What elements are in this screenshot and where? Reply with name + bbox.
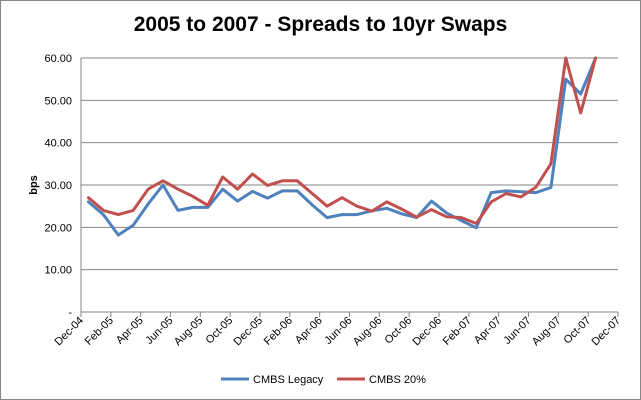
x-tick-label: Oct-06	[382, 315, 414, 347]
y-tick-label: 40.00	[44, 138, 72, 150]
y-tick-label: 60.00	[44, 53, 72, 65]
x-tick-label: Aug-05	[172, 315, 206, 349]
x-tick-label: Jun-07	[501, 315, 533, 347]
x-tick-label: Oct-07	[561, 315, 593, 347]
x-tick-label: Feb-07	[441, 315, 474, 348]
x-tick-label: Feb-06	[262, 315, 295, 348]
y-tick-label: 20.00	[44, 222, 72, 234]
x-tick-label: Feb-05	[83, 315, 116, 348]
series-line	[87, 56, 598, 225]
x-tick-label: Dec-04	[53, 315, 87, 349]
x-tick-label: Oct-05	[203, 315, 235, 347]
legend-label: CMBS Legacy	[253, 374, 324, 386]
x-tick-label: Aug-07	[530, 315, 564, 349]
x-tick-label: Dec-05	[232, 315, 266, 349]
y-tick-label: -	[68, 307, 72, 319]
x-tick-label: Dec-07	[590, 315, 624, 349]
legend-label: CMBS 20%	[369, 374, 426, 386]
x-tick-label: Aug-06	[351, 315, 385, 349]
x-tick-label: Dec-06	[411, 315, 445, 349]
y-tick-label: 10.00	[44, 265, 72, 277]
y-tick-label: 50.00	[44, 95, 72, 107]
y-tick-label: 30.00	[44, 180, 72, 192]
x-tick-label: Apr-06	[293, 315, 325, 347]
y-axis-label: bps	[28, 175, 40, 195]
x-tick-label: Jun-05	[143, 315, 175, 347]
chart-title: 2005 to 2007 - Spreads to 10yr Swaps	[133, 13, 508, 36]
x-tick-label: Apr-05	[114, 315, 146, 347]
series-line	[87, 56, 598, 237]
x-tick-label: Jun-06	[322, 315, 354, 347]
x-tick-label: Apr-07	[472, 315, 504, 347]
